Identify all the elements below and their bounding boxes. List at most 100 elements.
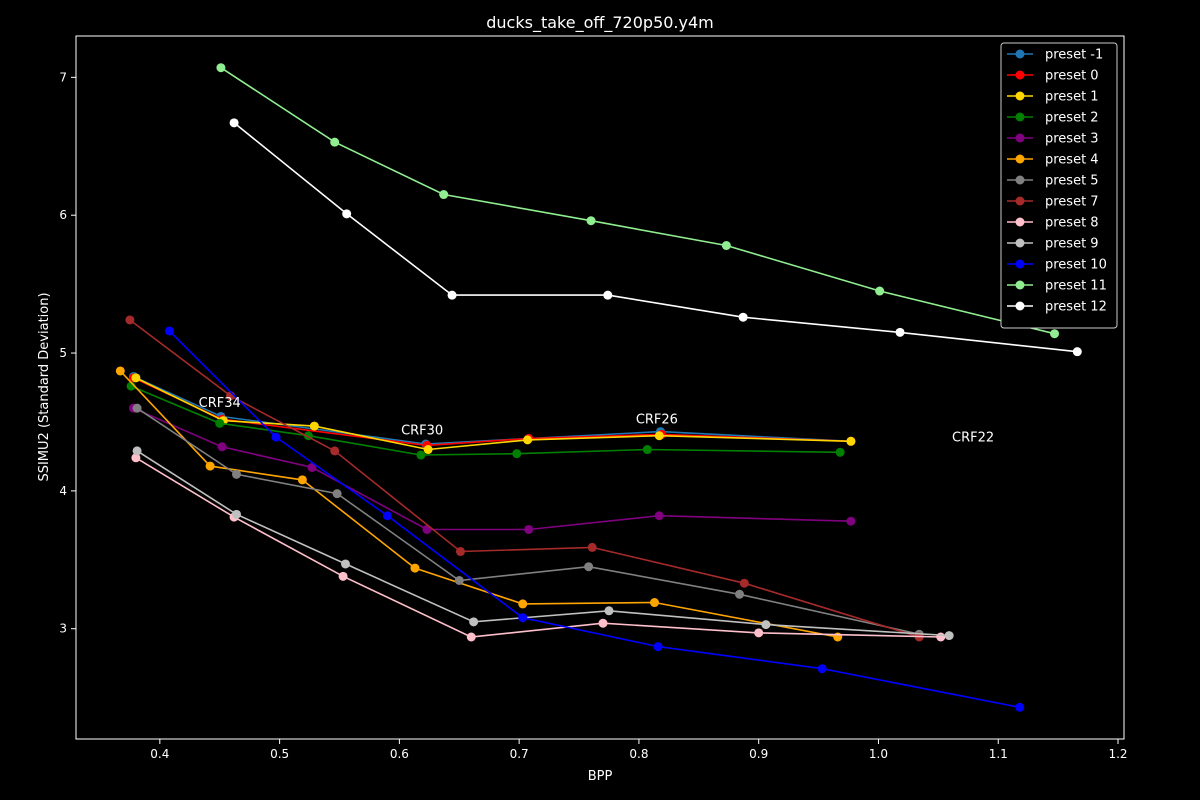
legend-item: preset 1 bbox=[1007, 90, 1099, 105]
data-point bbox=[125, 315, 135, 325]
legend-marker bbox=[1015, 154, 1025, 164]
data-point bbox=[131, 373, 141, 383]
legend-item: preset -1 bbox=[1007, 48, 1103, 63]
data-point bbox=[469, 617, 479, 627]
legend-label: preset 7 bbox=[1045, 195, 1099, 210]
legend-label: preset -1 bbox=[1045, 48, 1103, 63]
y-tick-label: 5 bbox=[59, 346, 67, 360]
legend-label: preset 4 bbox=[1045, 153, 1099, 168]
legend-marker bbox=[1015, 91, 1025, 101]
series-preset-10 bbox=[164, 326, 1025, 712]
data-point bbox=[338, 571, 348, 581]
data-point bbox=[642, 445, 652, 455]
crf-annotation: CRF34 bbox=[199, 396, 241, 411]
x-tick-label: 1.0 bbox=[869, 747, 888, 761]
data-point bbox=[587, 542, 597, 552]
x-tick-label: 0.6 bbox=[390, 747, 409, 761]
data-point bbox=[416, 450, 426, 460]
data-point bbox=[936, 632, 946, 642]
legend-marker bbox=[1015, 133, 1025, 143]
x-tick-label: 0.5 bbox=[270, 747, 289, 761]
legend-marker bbox=[1015, 217, 1025, 227]
data-point bbox=[330, 137, 340, 147]
data-point bbox=[654, 511, 664, 521]
data-point bbox=[721, 241, 731, 251]
x-tick-label: 1.2 bbox=[1108, 747, 1127, 761]
data-point bbox=[307, 462, 317, 472]
y-tick-label: 4 bbox=[59, 484, 67, 498]
legend-item: preset 3 bbox=[1007, 132, 1099, 147]
data-point bbox=[447, 290, 457, 300]
data-point bbox=[342, 209, 352, 219]
data-point bbox=[738, 312, 748, 322]
data-point bbox=[875, 286, 885, 296]
x-tick-label: 0.8 bbox=[629, 747, 648, 761]
data-point bbox=[115, 366, 125, 376]
legend-item: preset 12 bbox=[1007, 300, 1107, 315]
data-point bbox=[330, 446, 340, 456]
data-point bbox=[229, 118, 239, 128]
data-point bbox=[455, 547, 465, 557]
legend-item: preset 4 bbox=[1007, 153, 1099, 168]
legend-label: preset 8 bbox=[1045, 216, 1099, 231]
legend-item: preset 2 bbox=[1007, 111, 1099, 126]
data-point bbox=[817, 664, 827, 674]
legend-box bbox=[1000, 42, 1118, 329]
x-tick-label: 1.1 bbox=[989, 747, 1008, 761]
y-axis-label: SSIMU2 (Standard Deviation) bbox=[37, 292, 52, 481]
legend-marker bbox=[1015, 238, 1025, 248]
data-point bbox=[846, 516, 856, 526]
data-point bbox=[895, 327, 905, 337]
legend-marker bbox=[1015, 112, 1025, 122]
data-point bbox=[598, 618, 608, 628]
crf-annotation: CRF22 bbox=[952, 430, 994, 445]
x-axis: 0.4 0.5 0.6 0.7 0.8 0.9 1.0 1.1 1.2 bbox=[150, 739, 1128, 761]
legend-item: preset 7 bbox=[1007, 195, 1099, 210]
legend-label: preset 11 bbox=[1045, 279, 1107, 294]
data-point bbox=[649, 598, 659, 608]
data-point bbox=[332, 489, 342, 499]
data-point bbox=[215, 418, 225, 428]
data-point bbox=[132, 446, 142, 456]
data-point bbox=[586, 216, 596, 226]
y-tick-label: 6 bbox=[59, 208, 67, 222]
series-preset-12 bbox=[229, 118, 1082, 357]
data-point bbox=[944, 631, 954, 641]
y-tick-label: 7 bbox=[59, 70, 67, 84]
data-point bbox=[654, 431, 664, 441]
legend: preset -1 preset 0 preset 1 preset 2 preset … bbox=[1000, 42, 1118, 329]
data-point bbox=[271, 432, 281, 442]
data-point bbox=[603, 290, 613, 300]
chart-title: ducks_take_off_720p50.y4m bbox=[486, 13, 714, 33]
data-point bbox=[454, 575, 464, 585]
data-point bbox=[231, 469, 241, 479]
legend-label: preset 0 bbox=[1045, 69, 1099, 84]
x-axis-label: BPP bbox=[588, 769, 613, 784]
series-preset-9 bbox=[132, 446, 954, 641]
data-point bbox=[846, 436, 856, 446]
data-point bbox=[382, 511, 392, 521]
series-preset-3 bbox=[128, 403, 856, 534]
data-point bbox=[761, 620, 771, 630]
legend-item: preset 5 bbox=[1007, 174, 1099, 189]
data-point bbox=[164, 326, 174, 336]
legend-label: preset 12 bbox=[1045, 300, 1107, 315]
legend-marker bbox=[1015, 196, 1025, 206]
legend-item: preset 11 bbox=[1007, 279, 1107, 294]
data-point bbox=[410, 563, 420, 573]
legend-marker bbox=[1015, 70, 1025, 80]
legend-marker bbox=[1015, 301, 1025, 311]
series-preset-11 bbox=[216, 63, 1060, 339]
crf-annotation: CRF30 bbox=[401, 423, 443, 438]
data-point bbox=[466, 632, 476, 642]
data-point bbox=[523, 435, 533, 445]
data-point bbox=[205, 461, 215, 471]
legend-marker bbox=[1015, 259, 1025, 269]
x-tick-label: 0.9 bbox=[749, 747, 768, 761]
legend-marker bbox=[1015, 175, 1025, 185]
legend-label: preset 3 bbox=[1045, 132, 1099, 147]
data-point bbox=[231, 509, 241, 519]
data-point bbox=[423, 445, 433, 455]
data-point bbox=[735, 589, 745, 599]
